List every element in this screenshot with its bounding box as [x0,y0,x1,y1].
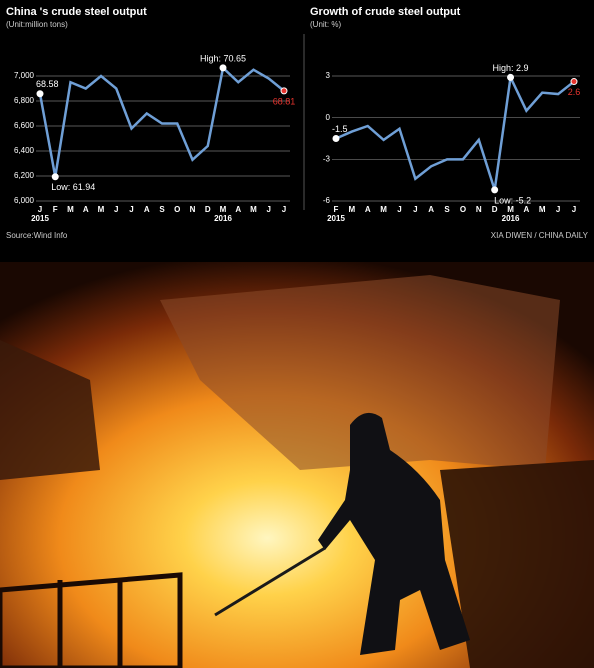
point-marker [219,64,227,72]
x-tick-label: J [38,205,42,214]
y-tick-label: 6,600 [14,121,35,130]
x-tick-label: A [235,205,241,214]
x-tick-label: J [114,205,118,214]
value-label: 68.81 [273,96,296,106]
credit: XIA DIWEN / CHINA DAILY [491,231,589,240]
y-tick-label: 3 [326,71,331,80]
x-tick-label: A [83,205,89,214]
point-marker [507,73,515,81]
y-tick-label: 6,400 [14,146,35,155]
chart-title: China 's crude steel output [6,6,147,18]
x-group-label: 2016 [214,214,232,223]
line [335,73,575,191]
chart-panel [0,0,594,248]
x-tick-label: A [365,205,371,214]
x-tick-label: F [334,205,339,214]
x-tick-label: M [250,205,257,214]
y-tick-label: 6,000 [14,196,35,205]
x-tick-label: J [267,205,271,214]
value-label: 2.6 [568,87,581,97]
point-marker [491,186,499,194]
y-tick-label: 6,800 [14,96,35,105]
y-tick-label: 6,200 [14,171,35,180]
x-tick-label: M [67,205,74,214]
point-marker [51,173,59,181]
x-tick-label: J [413,205,417,214]
y-tick-label: -3 [323,154,331,163]
point-marker [570,78,578,86]
x-tick-label: M [539,205,546,214]
x-tick-label: M [507,205,514,214]
chart-subtitle: (Unit:million tons) [6,20,68,29]
x-tick-label: D [205,205,211,214]
x-group-label: 2015 [31,214,49,223]
chart-title: Growth of crude steel output [310,6,461,18]
value-label: High: 70.65 [200,53,246,63]
y-tick-label: 0 [326,113,331,122]
x-tick-label: M [349,205,356,214]
x-group-label: 2015 [327,214,345,223]
x-tick-label: J [282,205,286,214]
x-tick-label: S [444,205,450,214]
x-tick-label: J [556,205,560,214]
x-tick-label: O [460,205,466,214]
value-label: High: 2.9 [493,63,529,73]
x-tick-label: J [572,205,576,214]
x-tick-label: J [397,205,401,214]
y-tick-label: 7,000 [14,71,35,80]
x-tick-label: S [159,205,165,214]
value-label: Low: -5.2 [494,195,531,205]
y-tick-label: -6 [323,196,331,205]
x-tick-label: F [53,205,58,214]
source: Source:Wind Info [6,231,68,240]
x-tick-label: A [144,205,150,214]
point-marker [280,87,288,95]
x-group-label: 2016 [502,214,520,223]
x-tick-label: A [428,205,434,214]
x-tick-label: N [476,205,482,214]
photo [0,262,594,668]
chart-subtitle: (Unit: %) [310,20,341,29]
x-tick-label: A [524,205,530,214]
line [38,65,285,177]
x-tick-label: M [380,205,387,214]
point-marker [36,90,44,98]
x-tick-label: O [174,205,180,214]
x-tick-label: J [129,205,133,214]
x-tick-label: N [190,205,196,214]
point-marker [332,135,340,142]
x-tick-label: D [492,205,498,214]
value-label: -1.5 [332,124,348,134]
value-label: Low: 61.94 [51,182,95,192]
x-tick-label: M [220,205,227,214]
value-label: 68.58 [36,79,59,89]
x-tick-label: M [98,205,105,214]
